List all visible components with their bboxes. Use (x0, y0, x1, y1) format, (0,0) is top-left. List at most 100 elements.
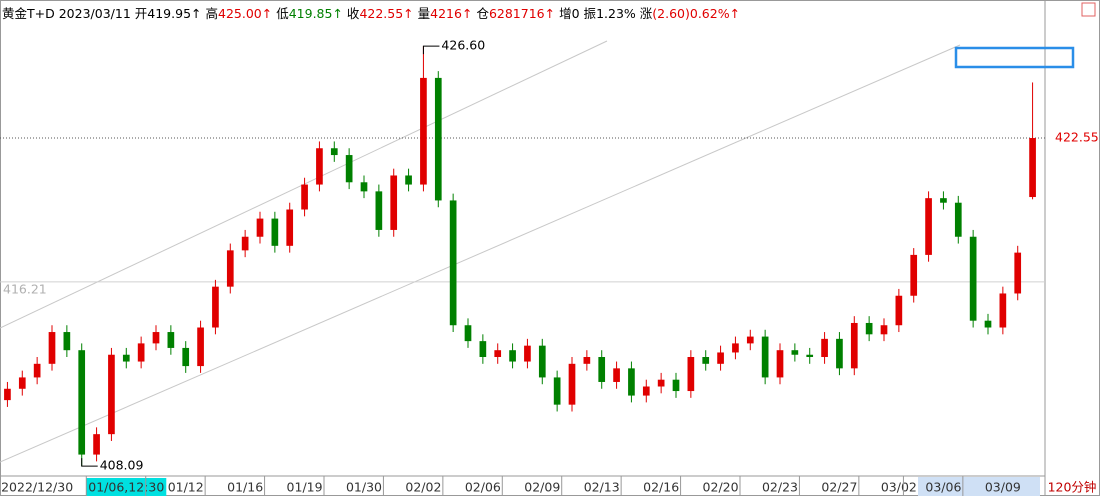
candle-body (642, 386, 650, 396)
candle-body (553, 377, 561, 405)
candle-body (345, 155, 353, 183)
candle-body (405, 175, 412, 185)
selection-range (918, 477, 1040, 496)
candle-body (122, 354, 130, 362)
x-tick-label: 02/23 (762, 480, 798, 495)
period-label: 120分钟 (1048, 480, 1097, 495)
candle-body (776, 350, 784, 378)
trend-line (0, 40, 608, 329)
quote-value: 4216↑ (430, 6, 473, 21)
symbol: 黄金T+D (2, 6, 55, 21)
candle-body (33, 363, 41, 378)
candle-body (836, 338, 843, 369)
x-tick-label: 01/19 (287, 480, 323, 495)
candle-body (732, 343, 739, 353)
candle-body (212, 286, 219, 328)
candle-body (657, 379, 665, 387)
x-tick-label: 02/16 (643, 480, 679, 495)
x-tick-label: 01/16 (227, 480, 263, 495)
candle-body (1014, 252, 1022, 294)
candle-body (137, 343, 145, 362)
candle-body (434, 77, 442, 201)
cursor-highlight (86, 478, 167, 496)
window-button[interactable] (1081, 2, 1096, 17)
x-tick-label: 03/06 (925, 480, 961, 495)
candle-body (152, 332, 160, 344)
quote-value: 422.55↑ (359, 6, 414, 21)
candle-body (4, 388, 11, 401)
candle-body (761, 336, 769, 378)
x-tick-label: 01/30 (346, 480, 382, 495)
candle-body (583, 357, 591, 364)
candle-body (93, 434, 100, 455)
candle-body (524, 345, 531, 362)
quote-value: (2.60)0.62%↑ (652, 6, 741, 21)
annotation-leader (422, 45, 440, 55)
candle-body (613, 368, 620, 382)
candle-body (256, 218, 264, 237)
candle-body (18, 377, 26, 389)
annotation-label: 408.09 (100, 458, 144, 473)
candle-body (449, 200, 457, 326)
quote-label: 增 (559, 6, 572, 21)
candle-body (286, 209, 294, 246)
candle-body (316, 148, 323, 185)
quote-label: 收 (346, 6, 360, 21)
quote-label: 高 (205, 6, 218, 21)
candle-body (702, 357, 710, 364)
quote-value: 1.23% (596, 6, 636, 21)
candle-body (271, 218, 279, 246)
quote-items: 开419.95↑ 高425.00↑ 低419.85↑ 收422.55↑ 量421… (135, 6, 740, 21)
selection-box[interactable] (954, 46, 1075, 69)
candle-body (464, 325, 472, 342)
candle-body (538, 345, 546, 378)
candle-body (895, 295, 903, 326)
x-tick-label: 03/02 (881, 480, 917, 495)
candle-body (717, 352, 724, 364)
quote-label: 振 (583, 6, 597, 21)
candle-body (865, 322, 873, 335)
x-tick-label: 02/27 (821, 480, 857, 495)
candle-body (167, 332, 175, 348)
candle-body (628, 368, 635, 396)
candle-body (479, 341, 487, 358)
candle-body (910, 254, 918, 296)
candle-body (954, 202, 962, 237)
candle-body (806, 354, 814, 358)
candle-body (880, 325, 888, 335)
quote-label: 低 (276, 6, 289, 21)
last-price-label: 422.55 (1055, 130, 1099, 145)
candle-body (672, 379, 680, 392)
candle-body (182, 347, 190, 367)
x-tick-label: 2022/12/30 (1, 480, 73, 495)
quote-value: 419.85↑ (288, 6, 343, 21)
quote-header: 黄金T+D 2023/03/11 开419.95↑ 高425.00↑ 低419.… (2, 3, 740, 22)
candle-body (63, 332, 71, 351)
candle-body (687, 357, 695, 392)
x-tick-label: 02/20 (703, 480, 739, 495)
x-tick-label: 02/13 (584, 480, 620, 495)
candle-body (108, 354, 115, 435)
x-tick-label: 01/12 (168, 480, 204, 495)
candle-body (301, 184, 308, 210)
candle-body (568, 363, 576, 405)
candle-body (48, 332, 56, 364)
candle-body (360, 182, 368, 192)
candle-body (850, 322, 858, 369)
quote-label: 量 (417, 6, 431, 21)
candle-body (375, 191, 383, 230)
candle-body (509, 350, 516, 362)
candle-body (197, 327, 204, 367)
quote-label: 仓 (476, 6, 489, 21)
annotation-label: 426.60 (441, 38, 485, 53)
trend-line (0, 44, 961, 463)
candle-body (420, 77, 427, 185)
quote-value: 0 (571, 6, 580, 21)
candle-body (791, 350, 799, 355)
candle-body (984, 320, 992, 328)
annotation-leader (81, 458, 98, 467)
x-tick-label: 02/09 (524, 480, 560, 495)
